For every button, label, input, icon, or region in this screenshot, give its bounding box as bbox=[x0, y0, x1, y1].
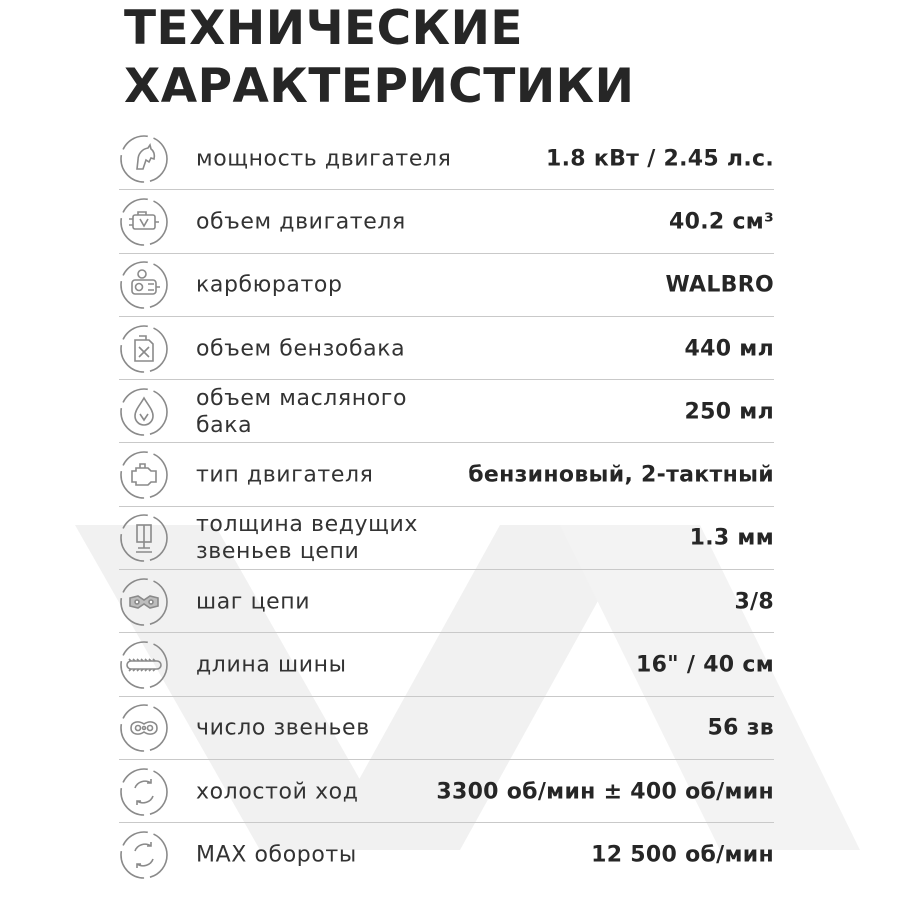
spec-row-carburetor: карбюратор WALBRO bbox=[116, 254, 774, 318]
spec-label: мощность двигателя bbox=[196, 146, 452, 172]
spec-label: шаг цепи bbox=[196, 589, 311, 615]
spec-label: холостой ход bbox=[196, 779, 359, 805]
spec-value: 3/8 bbox=[734, 589, 774, 615]
spec-label: число звеньев bbox=[196, 715, 370, 741]
chain-thickness-icon bbox=[118, 512, 170, 564]
idle-rotation-icon bbox=[118, 766, 170, 818]
spec-label: карбюратор bbox=[196, 272, 343, 298]
spec-value: 1.8 кВт / 2.45 л.с. bbox=[546, 146, 774, 172]
spec-value: 1.3 мм bbox=[689, 525, 774, 551]
page-title-line-2: ХАРАКТЕРИСТИКИ bbox=[124, 59, 635, 114]
spec-label: MAX обороты bbox=[196, 842, 357, 868]
spec-row-engine-volume: объем двигателя 40.2 см³ bbox=[116, 190, 774, 254]
spec-row-idle-speed: холостой ход 3300 об/мин ± 400 об/мин bbox=[116, 760, 774, 824]
horse-head-icon bbox=[118, 133, 170, 185]
max-rotation-icon bbox=[118, 829, 170, 881]
spec-label: объем бензобака bbox=[196, 336, 406, 362]
engine-volume-icon bbox=[118, 196, 170, 248]
spec-value: бензиновый, 2-тактный bbox=[468, 462, 774, 488]
spec-row-drive-link-thickness: толщина ведущих звеньев цепи 1.3 мм bbox=[116, 507, 774, 571]
spec-value: 40.2 см³ bbox=[669, 209, 774, 235]
spec-value: 16" / 40 см bbox=[635, 652, 774, 678]
spec-value: 250 мл bbox=[684, 399, 774, 425]
spec-row-chain-pitch: шаг цепи 3/8 bbox=[116, 570, 774, 634]
spec-row-max-speed: MAX обороты 12 500 об/мин bbox=[116, 823, 774, 886]
page-title-line-1: ТЕХНИЧЕСКИЕ bbox=[124, 1, 524, 56]
guide-bar-icon bbox=[118, 639, 170, 691]
specs-table: мощность двигателя 1.8 кВт / 2.45 л.с. о… bbox=[116, 127, 774, 887]
fuel-canister-icon bbox=[118, 323, 170, 375]
chain-pitch-icon bbox=[118, 576, 170, 628]
spec-label: тип двигателя bbox=[196, 462, 374, 488]
spec-row-oil-tank: объем масляного бака 250 мл bbox=[116, 380, 774, 444]
page-title: ТЕХНИЧЕСКИЕ ХАРАКТЕРИСТИКИ bbox=[124, 0, 634, 116]
carburetor-icon bbox=[118, 259, 170, 311]
spec-value: 440 мл bbox=[684, 336, 774, 362]
spec-row-bar-length: длина шины 16" / 40 см bbox=[116, 633, 774, 697]
chain-links-icon bbox=[118, 702, 170, 754]
spec-label: объем двигателя bbox=[196, 209, 406, 235]
spec-value: 56 зв bbox=[707, 715, 774, 741]
spec-value: 3300 об/мин ± 400 об/мин bbox=[436, 779, 774, 805]
spec-row-link-count: число звеньев 56 зв bbox=[116, 697, 774, 761]
spec-value: WALBRO bbox=[665, 272, 774, 298]
spec-label: объем масляного бака bbox=[196, 385, 408, 438]
oil-drop-icon bbox=[118, 386, 170, 438]
engine-icon bbox=[118, 449, 170, 501]
spec-row-fuel-tank: объем бензобака 440 мл bbox=[116, 317, 774, 381]
spec-value: 12 500 об/мин bbox=[591, 842, 774, 868]
spec-row-engine-power: мощность двигателя 1.8 кВт / 2.45 л.с. bbox=[116, 127, 774, 191]
spec-label: длина шины bbox=[196, 652, 347, 678]
spec-row-engine-type: тип двигателя бензиновый, 2-тактный bbox=[116, 443, 774, 508]
spec-label: толщина ведущих звеньев цепи bbox=[196, 512, 418, 565]
